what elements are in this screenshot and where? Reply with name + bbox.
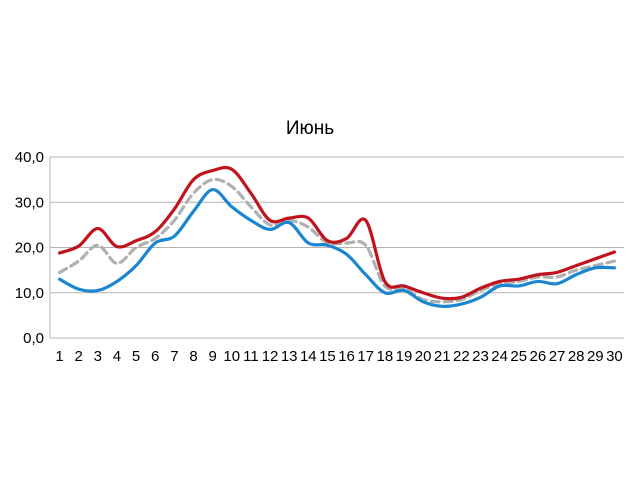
x-tick-label: 5	[132, 348, 140, 365]
x-tick-label: 29	[587, 348, 604, 365]
y-axis-ticks: 0,0 10,0 20,0 30,0 40,0	[15, 149, 44, 347]
x-tick-label: 30	[606, 348, 623, 365]
x-tick-label: 26	[530, 348, 547, 365]
x-tick-label: 11	[243, 348, 259, 365]
x-tick-label: 16	[338, 348, 355, 365]
x-tick-label: 25	[510, 348, 527, 365]
x-tick-label: 21	[434, 348, 451, 365]
x-tick-label: 28	[568, 348, 585, 365]
y-tick-label: 0,0	[23, 330, 44, 347]
x-tick-label: 13	[281, 348, 298, 365]
x-tick-label: 20	[415, 348, 432, 365]
x-tick-label: 24	[491, 348, 508, 365]
series-line-3	[57, 187, 617, 308]
series-lines	[57, 165, 617, 308]
x-tick-label: 3	[94, 348, 102, 365]
x-tick-label: 6	[151, 348, 159, 365]
x-tick-label: 10	[223, 348, 240, 365]
x-tick-label: 2	[75, 348, 83, 365]
x-tick-label: 23	[472, 348, 489, 365]
x-tick-label: 7	[170, 348, 178, 365]
y-tick-label: 20,0	[15, 240, 44, 257]
x-tick-label: 12	[262, 348, 279, 365]
series-line-2	[57, 177, 617, 304]
y-tick-label: 30,0	[15, 194, 44, 211]
x-axis-ticks: 1 2 3 4 5 6 7 8 9 10 11 12 13 14 15 16 17 18 19 20 21 22 23 24 2…	[55, 348, 622, 365]
y-tick-label: 10,0	[15, 285, 44, 302]
x-tick-label: 1	[55, 348, 63, 365]
x-tick-label: 22	[453, 348, 470, 365]
x-tick-label: 17	[357, 348, 374, 365]
x-tick-label: 9	[208, 348, 216, 365]
y-tick-label: 40,0	[15, 149, 44, 166]
x-tick-label: 27	[549, 348, 566, 365]
x-tick-label: 4	[113, 348, 121, 365]
series-line-1	[57, 165, 617, 301]
x-tick-label: 18	[376, 348, 393, 365]
x-tick-label: 8	[189, 348, 197, 365]
x-tick-label: 15	[319, 348, 336, 365]
chart-title: Июнь	[286, 118, 334, 139]
x-tick-label: 19	[396, 348, 413, 365]
x-tick-label: 14	[300, 348, 317, 365]
